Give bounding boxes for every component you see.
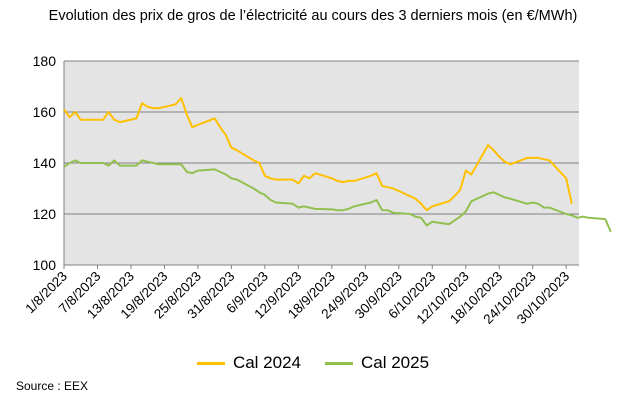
- legend: Cal 2024 Cal 2025: [0, 353, 626, 373]
- legend-swatch-cal-2025: [325, 361, 353, 365]
- y-tick-label-120: 120: [33, 206, 57, 222]
- legend-label-cal-2024: Cal 2024: [232, 353, 301, 372]
- x-axis: 1/8/20237/8/202313/8/202319/8/202325/8/2…: [22, 264, 579, 327]
- legend-item-cal-2025: Cal 2025: [325, 353, 429, 373]
- y-tick-label-180: 180: [33, 53, 57, 69]
- series-line-cal-2024: [63, 97, 573, 212]
- legend-label-cal-2025: Cal 2025: [361, 353, 430, 372]
- legend-item-cal-2024: Cal 2024: [196, 353, 301, 373]
- legend-swatch-cal-2024: [196, 361, 225, 365]
- y-tick-label-140: 140: [33, 155, 57, 171]
- y-axis: 100 120 140 160 180: [33, 53, 65, 273]
- chart-title: Evolution des prix de gros de l’électric…: [48, 8, 578, 24]
- series-line-cal-2025: [63, 159, 612, 233]
- source-note: Source : EEX: [16, 379, 89, 393]
- y-tick-label-100: 100: [33, 257, 57, 273]
- series-lines: [63, 97, 612, 233]
- y-tick-label-160: 160: [33, 104, 57, 120]
